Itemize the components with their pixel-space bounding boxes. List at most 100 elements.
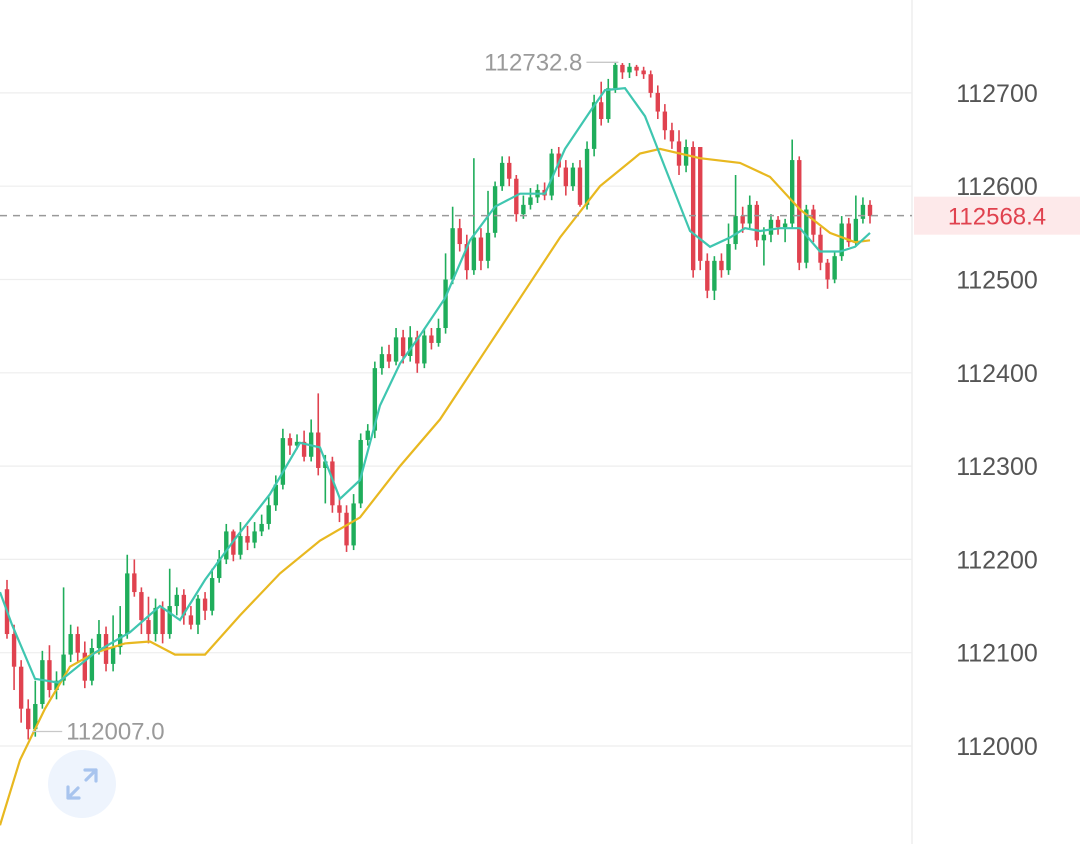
candle-47 xyxy=(337,497,342,523)
candle-97 xyxy=(690,141,696,278)
candle-91 xyxy=(648,70,653,98)
candle-27 xyxy=(195,594,201,635)
candle-39 xyxy=(280,428,286,490)
candle-28 xyxy=(202,592,208,621)
candle-90 xyxy=(641,66,646,79)
candle-13 xyxy=(96,620,102,655)
candle-54 xyxy=(386,344,392,369)
candle-57 xyxy=(408,326,413,362)
candle-24 xyxy=(174,587,179,616)
expand-chart-button[interactable] xyxy=(48,750,116,818)
candle-63 xyxy=(450,206,455,285)
candle-11 xyxy=(82,641,88,689)
y-tick-label-112700: 112700 xyxy=(956,80,1038,108)
candle-23 xyxy=(167,568,172,639)
candle-31 xyxy=(224,523,229,565)
candle-18 xyxy=(132,559,137,597)
min-price-label: 112007.0 xyxy=(66,718,164,745)
candle-40 xyxy=(287,433,293,455)
candle-88 xyxy=(627,63,632,78)
candles-group xyxy=(4,62,873,740)
extreme-annotations: 112732.8 112007.0 xyxy=(32,49,619,745)
y-tick-label-112600: 112600 xyxy=(956,173,1038,201)
candle-85 xyxy=(606,78,611,123)
y-tick-label-112400: 112400 xyxy=(956,360,1038,388)
candle-42 xyxy=(301,430,307,462)
candle-3 xyxy=(26,699,31,740)
candle-17 xyxy=(125,554,130,639)
current-price-tag xyxy=(914,196,1080,235)
candle-81 xyxy=(577,160,583,207)
candle-46 xyxy=(330,456,335,513)
y-tick-label-112200: 112200 xyxy=(956,546,1038,574)
candle-1 xyxy=(11,624,17,691)
candle-59 xyxy=(422,328,427,369)
candle-87 xyxy=(620,63,625,79)
candle-68 xyxy=(485,190,491,269)
candle-105 xyxy=(747,195,752,229)
candle-115 xyxy=(818,227,823,271)
candle-51 xyxy=(365,424,370,446)
y-tick-label-112100: 112100 xyxy=(956,640,1038,668)
max-price-label: 112732.8 xyxy=(484,49,582,76)
candle-109 xyxy=(775,216,781,235)
candle-66 xyxy=(471,158,477,275)
y-tick-label-112500: 112500 xyxy=(956,267,1038,295)
candle-33 xyxy=(238,522,243,560)
candle-34 xyxy=(245,525,250,551)
candle-16 xyxy=(117,606,123,655)
candle-44 xyxy=(316,393,321,476)
candle-25 xyxy=(181,589,187,625)
candle-10 xyxy=(75,626,80,663)
y-tick-label-112000: 112000 xyxy=(956,733,1038,761)
candle-80 xyxy=(570,162,576,191)
candle-48 xyxy=(344,505,349,552)
candle-2 xyxy=(18,660,24,723)
candle-108 xyxy=(768,214,774,243)
candle-55 xyxy=(393,328,399,366)
candle-112 xyxy=(797,156,802,271)
candle-89 xyxy=(634,64,639,77)
candle-116 xyxy=(825,258,830,289)
candle-62 xyxy=(443,253,448,334)
candle-65 xyxy=(464,234,469,280)
candle-74 xyxy=(528,188,533,210)
candle-111 xyxy=(789,139,795,229)
candle-38 xyxy=(273,475,278,511)
candle-43 xyxy=(308,419,314,462)
candle-15 xyxy=(110,615,116,672)
candle-64 xyxy=(457,218,462,252)
candle-70 xyxy=(499,156,505,191)
candle-103 xyxy=(733,175,738,250)
candle-7 xyxy=(54,671,59,700)
candle-77 xyxy=(549,148,554,201)
y-axis-labels: 112000 112100 112200 112300 112400 112500 1126… xyxy=(956,80,1038,761)
candle-98 xyxy=(698,147,703,271)
candle-110 xyxy=(782,218,788,243)
candle-29 xyxy=(209,568,215,616)
candle-117 xyxy=(832,251,837,284)
candle-32 xyxy=(231,529,236,562)
candle-20 xyxy=(146,596,151,644)
candle-121 xyxy=(860,197,866,224)
current-price-label: 112568.4 xyxy=(948,204,1046,231)
candle-35 xyxy=(252,522,257,549)
candle-72 xyxy=(514,175,519,222)
candle-99 xyxy=(705,253,710,299)
y-tick-label-112300: 112300 xyxy=(956,453,1038,481)
candle-100 xyxy=(712,256,717,301)
grid-lines xyxy=(0,92,912,747)
candle-118 xyxy=(839,216,844,261)
candle-86 xyxy=(613,62,618,93)
candle-93 xyxy=(662,104,668,140)
candle-6 xyxy=(47,645,52,698)
candle-67 xyxy=(478,228,484,271)
candle-61 xyxy=(436,318,441,347)
candle-106 xyxy=(754,201,760,247)
candle-36 xyxy=(259,514,264,537)
candle-37 xyxy=(266,495,271,530)
candle-107 xyxy=(761,227,767,266)
candle-94 xyxy=(669,122,675,149)
expand-icon xyxy=(66,768,98,800)
